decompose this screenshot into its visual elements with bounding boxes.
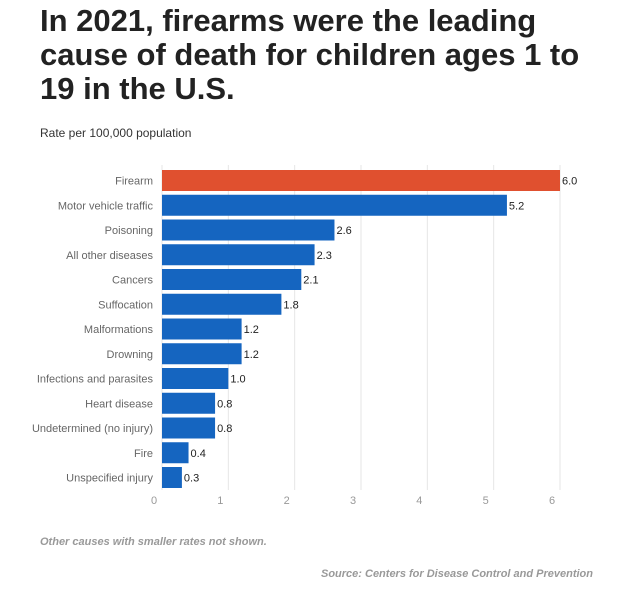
value-label: 6.0 [562, 176, 577, 188]
bar [162, 467, 182, 488]
value-label: 2.3 [317, 250, 332, 262]
category-label: All other diseases [66, 250, 153, 262]
labels: 0 1 2 3 4 5 6 Firearm 6.0 Motor vehicle traffic 5.… [32, 176, 577, 508]
x-tick-label: 2 [284, 495, 290, 507]
x-tick-label: 6 [549, 495, 555, 507]
bar [162, 269, 302, 290]
chart-source: Source: Centers for Disease Control and … [320, 568, 593, 580]
chart-subtitle: Rate per 100,000 population [40, 126, 192, 140]
category-label: Suffocation [98, 299, 153, 311]
chart-title: In 2021, firearms were the leading cause… [40, 3, 580, 106]
category-label: Infections and parasites [37, 374, 154, 386]
x-tick-label: 1 [217, 495, 223, 507]
category-label: Undetermined (no injury) [32, 423, 153, 435]
x-tick-label: 4 [416, 495, 422, 507]
chart-note: Other causes with smaller rates not show… [40, 536, 267, 548]
x-tick-label: 3 [350, 495, 356, 507]
bar [162, 170, 560, 191]
value-label: 1.2 [244, 349, 259, 361]
category-label: Drowning [107, 349, 153, 361]
category-label: Firearm [115, 176, 153, 188]
value-label: 1.8 [283, 299, 298, 311]
category-label: Unspecified injury [66, 473, 153, 485]
bar [162, 194, 507, 216]
value-label: 0.8 [217, 423, 232, 435]
value-label: 2.6 [336, 225, 351, 237]
value-label: 0.4 [191, 448, 206, 460]
bar [162, 343, 242, 365]
category-label: Poisoning [105, 225, 153, 237]
bar [162, 368, 229, 389]
value-label: 0.8 [217, 398, 232, 410]
bar [162, 318, 242, 340]
bar [162, 244, 315, 266]
x-tick-label: 5 [483, 495, 489, 507]
bar [162, 442, 189, 464]
value-label: 2.1 [303, 275, 318, 287]
value-label: 1.0 [230, 374, 245, 386]
category-label: Fire [134, 448, 153, 460]
x-tick-label: 0 [151, 495, 157, 507]
category-label: Motor vehicle traffic [58, 200, 154, 212]
value-label: 0.3 [184, 473, 199, 485]
value-label: 5.2 [509, 200, 524, 212]
bar [162, 219, 335, 241]
category-label: Heart disease [85, 398, 153, 410]
bars [162, 170, 560, 488]
bar [162, 293, 282, 315]
category-label: Cancers [112, 275, 153, 287]
value-label: 1.2 [244, 324, 259, 336]
bar [162, 417, 216, 439]
category-label: Malformations [84, 324, 154, 336]
bar [162, 392, 216, 414]
bar-chart: 0 1 2 3 4 5 6 Firearm 6.0 Motor vehicle traffic 5.… [32, 165, 577, 508]
